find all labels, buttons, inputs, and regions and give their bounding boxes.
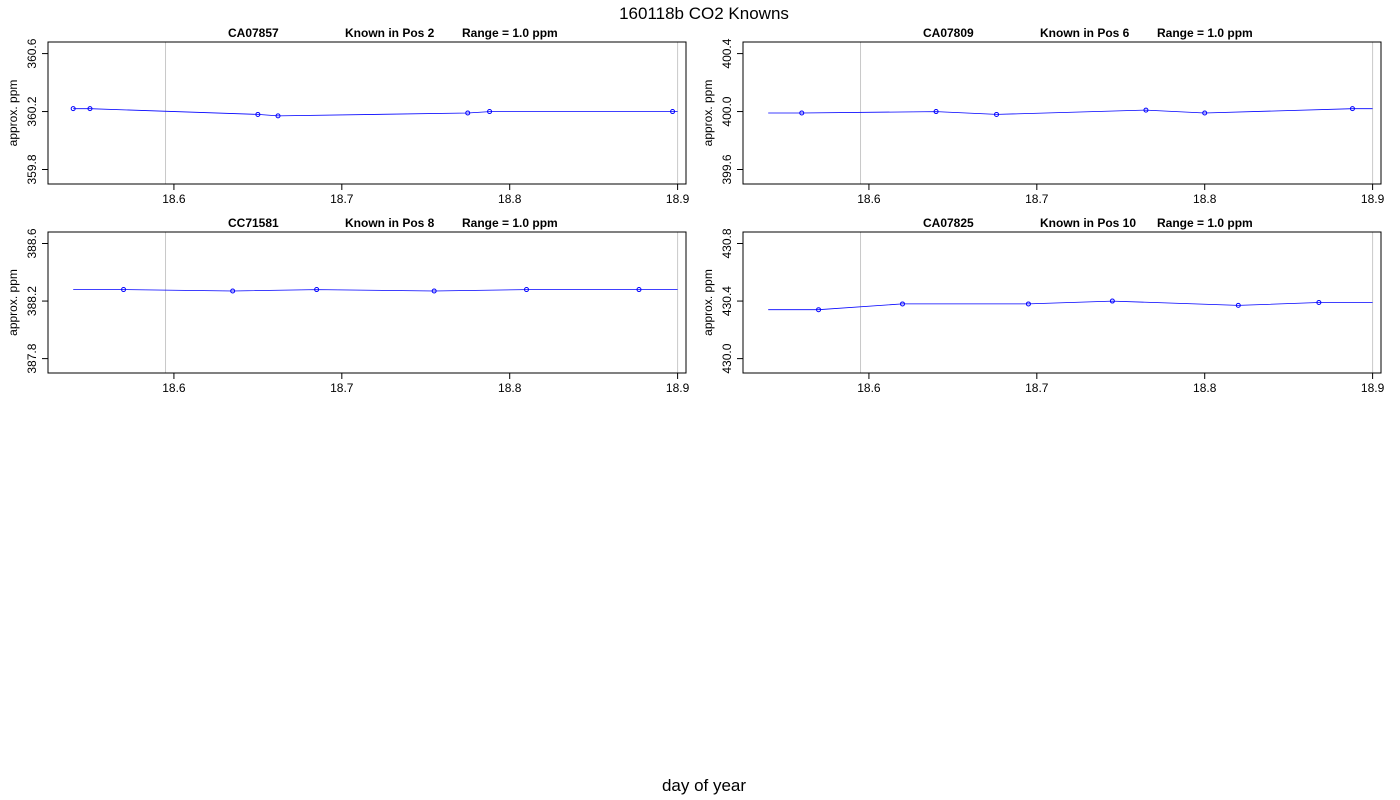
panel-title-part: Range = 1.0 ppm xyxy=(462,216,558,230)
y-axis-label: approx. ppm xyxy=(701,269,715,336)
panel-title-part: CC71581 xyxy=(228,216,279,230)
y-tick-label: 430.4 xyxy=(720,286,734,316)
x-tick-label: 18.6 xyxy=(162,192,186,206)
series-line xyxy=(73,289,678,292)
data-point xyxy=(900,301,905,307)
data-point xyxy=(1025,301,1031,307)
y-tick-label: 359.8 xyxy=(25,154,39,184)
data-point xyxy=(1316,300,1322,305)
y-tick-label: 430.0 xyxy=(720,343,734,373)
x-tick-label: 18.7 xyxy=(330,192,354,206)
x-tick-label: 18.7 xyxy=(330,381,354,395)
data-point xyxy=(933,109,939,115)
data-point xyxy=(1349,106,1355,112)
y-axis-label: approx. ppm xyxy=(701,80,715,147)
panel-title-part: Range = 1.0 ppm xyxy=(1157,26,1253,40)
panel-title-part: Range = 1.0 ppm xyxy=(1157,216,1253,230)
y-tick-label: 399.6 xyxy=(720,154,734,184)
data-point xyxy=(487,109,493,115)
data-point xyxy=(1143,107,1149,113)
x-tick-label: 18.7 xyxy=(1025,192,1049,206)
plot-frame xyxy=(47,41,687,185)
x-tick-label: 18.6 xyxy=(162,381,186,395)
data-point xyxy=(670,109,676,115)
data-point xyxy=(1235,302,1241,308)
x-tick-label: 18.8 xyxy=(1193,381,1217,395)
data-point xyxy=(799,110,805,116)
y-tick-label: 360.6 xyxy=(25,38,39,68)
panel-2: CA07809 Known in Pos 6 Range = 1.0 ppm 18.6… xyxy=(701,26,1385,206)
data-point xyxy=(70,106,76,112)
x-tick-label: 18.9 xyxy=(1361,381,1385,395)
plot-frame xyxy=(742,41,1382,185)
y-tick-label: 430.8 xyxy=(720,228,734,258)
series-line xyxy=(768,108,1373,115)
panel-title-part: Known in Pos 8 xyxy=(345,216,435,230)
y-axis-label: approx. ppm xyxy=(6,269,20,336)
data-point xyxy=(1109,298,1115,304)
y-tick-label: 360.2 xyxy=(25,96,39,126)
data-point xyxy=(230,288,236,294)
x-tick-label: 18.7 xyxy=(1025,381,1049,395)
x-axis-title: day of year xyxy=(662,776,746,795)
x-tick-label: 18.8 xyxy=(1193,192,1217,206)
series-line xyxy=(768,300,1373,311)
data-point xyxy=(636,287,642,293)
x-tick-label: 18.9 xyxy=(666,192,690,206)
panel-3: CC71581 Known in Pos 8 Range = 1.0 ppm 18.6… xyxy=(6,216,690,395)
panel-title-part: CA07809 xyxy=(923,26,974,40)
panel-title-part: Known in Pos 2 xyxy=(345,26,435,40)
y-tick-label: 400.0 xyxy=(720,96,734,126)
data-point xyxy=(994,111,1000,117)
data-point xyxy=(816,307,822,313)
figure-title: 160118b CO2 Knowns xyxy=(619,4,789,23)
y-tick-label: 388.6 xyxy=(25,228,39,258)
x-tick-label: 18.8 xyxy=(498,192,522,206)
plot-frame xyxy=(742,231,1382,374)
y-tick-label: 388.2 xyxy=(25,286,39,316)
x-tick-label: 18.8 xyxy=(498,381,522,395)
y-tick-label: 400.4 xyxy=(720,38,734,68)
panel-title-part: Known in Pos 10 xyxy=(1040,216,1136,230)
panel-title-part: CA07825 xyxy=(923,216,974,230)
x-tick-label: 18.6 xyxy=(857,381,881,395)
panel-title-part: Range = 1.0 ppm xyxy=(462,26,558,40)
panel-title-part: Known in Pos 6 xyxy=(1040,26,1130,40)
panel-1: CA07857 Known in Pos 2 Range = 1.0 ppm 18.6… xyxy=(6,26,690,206)
plot-frame xyxy=(47,231,687,374)
x-tick-label: 18.6 xyxy=(857,192,881,206)
panels: CA07857 Known in Pos 2 Range = 1.0 ppm 18.6… xyxy=(6,26,1385,395)
y-axis-label: approx. ppm xyxy=(6,80,20,147)
data-point xyxy=(431,288,437,294)
data-point xyxy=(465,110,471,116)
data-point xyxy=(314,287,320,293)
data-point xyxy=(275,113,281,119)
data-point xyxy=(255,111,261,117)
x-tick-label: 18.9 xyxy=(1361,192,1385,206)
data-point xyxy=(87,106,93,112)
series-line xyxy=(73,108,678,117)
data-point xyxy=(121,287,127,293)
data-point xyxy=(524,287,529,293)
data-point xyxy=(1202,110,1208,116)
panel-title-part: CA07857 xyxy=(228,26,279,40)
x-tick-label: 18.9 xyxy=(666,381,690,395)
y-tick-label: 387.8 xyxy=(25,343,39,373)
panel-4: CA07825 Known in Pos 10 Range = 1.0 ppm 18.… xyxy=(701,216,1385,395)
